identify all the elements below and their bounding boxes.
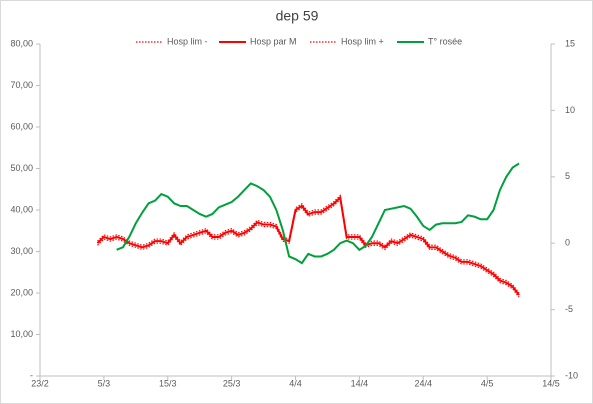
y-tick-label: 80,00 <box>10 38 33 48</box>
y2-tick-label: 0 <box>565 238 570 248</box>
y-tick-label: 50,00 <box>10 163 33 173</box>
x-tick-label: 23/2 <box>31 378 49 388</box>
y-tick-label: 70,00 <box>10 80 33 90</box>
x-tick-label: 4/4 <box>289 378 302 388</box>
x-tick-label: 14/4 <box>351 378 369 388</box>
y2-tick-label: 15 <box>565 38 575 48</box>
y2-tick-label: -10 <box>565 370 578 380</box>
legend-label: Hosp lim - <box>167 36 208 46</box>
y-tick-label: 10,00 <box>10 329 33 339</box>
y2-tick-label: 5 <box>565 171 570 181</box>
y-tick-label: 40,00 <box>10 204 33 214</box>
x-tick-label: 15/3 <box>159 378 177 388</box>
y-tick-label: 20,00 <box>10 287 33 297</box>
legend-label: Hosp par M <box>250 36 297 46</box>
y2-tick-label: 10 <box>565 105 575 115</box>
legend-label: T° rosée <box>428 36 462 46</box>
y-tick-label: 60,00 <box>10 121 33 131</box>
x-tick-label: 24/4 <box>414 378 432 388</box>
series-line <box>116 162 520 265</box>
x-tick-label: 14/5 <box>542 378 560 388</box>
series-line <box>96 195 520 296</box>
legend-label: Hosp lim + <box>341 36 384 46</box>
chart-title: dep 59 <box>276 8 319 24</box>
x-tick-label: 4/5 <box>481 378 494 388</box>
y2-tick-label: -5 <box>565 304 573 314</box>
x-tick-label: 25/3 <box>223 378 241 388</box>
y-tick-label: 30,00 <box>10 246 33 256</box>
y-tick-label: - <box>30 370 33 380</box>
x-tick-label: 5/3 <box>98 378 111 388</box>
